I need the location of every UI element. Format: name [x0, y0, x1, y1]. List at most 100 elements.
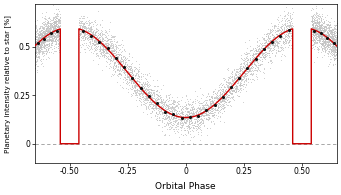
Point: [282, 38, 287, 42]
Point: [210, 101, 215, 104]
Point: [219, 98, 225, 101]
Point: [100, 41, 106, 44]
Point: [40, 39, 46, 42]
Point: [153, 105, 159, 108]
Point: [151, 92, 156, 95]
Point: [88, 26, 94, 29]
Point: [168, 112, 173, 115]
Point: [248, 54, 253, 57]
Point: [122, 76, 127, 79]
Point: [248, 62, 253, 65]
Point: [256, 54, 261, 57]
Point: [94, 42, 100, 45]
Point: [55, 13, 60, 16]
Point: [324, 42, 329, 45]
Point: [93, 55, 99, 58]
Point: [78, 31, 84, 34]
Point: [253, 59, 259, 62]
Point: [247, 78, 252, 81]
Point: [324, 45, 330, 48]
Point: [98, 49, 103, 52]
Point: [104, 43, 110, 46]
Point: [334, 39, 339, 42]
Point: [129, 93, 135, 97]
Point: [255, 52, 261, 55]
Point: [95, 44, 101, 47]
Point: [110, 67, 116, 70]
Point: [325, 36, 330, 39]
Point: [34, 42, 40, 45]
Point: [38, 26, 43, 29]
Point: [273, 30, 278, 33]
Point: [331, 47, 336, 50]
Point: [228, 105, 234, 108]
Point: [179, 105, 184, 108]
Point: [105, 47, 110, 50]
Point: [279, 52, 284, 56]
Point: [206, 116, 211, 119]
Point: [217, 119, 223, 122]
Point: [175, 121, 180, 124]
Point: [239, 67, 244, 70]
Point: [52, 35, 57, 39]
Point: [266, 32, 271, 35]
Point: [269, 51, 275, 54]
Point: [170, 116, 175, 119]
Point: [239, 68, 245, 71]
Point: [275, 41, 280, 44]
Point: [182, 120, 187, 123]
Point: [104, 60, 109, 63]
Point: [212, 91, 218, 94]
Point: [105, 52, 110, 55]
Point: [224, 98, 230, 101]
Point: [325, 44, 331, 47]
Point: [242, 59, 248, 62]
Point: [235, 82, 240, 85]
Point: [254, 63, 259, 66]
Point: [57, 40, 62, 43]
Point: [127, 79, 132, 82]
Point: [226, 79, 231, 82]
Point: [33, 35, 39, 39]
Point: [142, 85, 147, 88]
Point: [195, 94, 200, 97]
Point: [324, 35, 329, 38]
Point: [264, 50, 269, 53]
Point: [92, 48, 98, 51]
Point: [186, 125, 192, 129]
Point: [55, 35, 60, 39]
Point: [110, 49, 115, 52]
Point: [314, 28, 320, 31]
Point: [147, 100, 152, 103]
Point: [313, 30, 319, 33]
Point: [49, 31, 55, 34]
Point: [123, 78, 129, 81]
Point: [212, 95, 217, 98]
Point: [53, 38, 58, 41]
Point: [117, 83, 123, 86]
Point: [38, 39, 43, 43]
Point: [126, 78, 132, 81]
Point: [207, 104, 212, 107]
Point: [231, 86, 236, 89]
Point: [232, 75, 237, 78]
Point: [218, 91, 223, 95]
Point: [127, 54, 132, 57]
Point: [322, 49, 327, 52]
Point: [287, 23, 293, 26]
Point: [38, 38, 44, 41]
Point: [332, 34, 338, 37]
Point: [46, 17, 51, 20]
Point: [56, 35, 61, 38]
Point: [136, 63, 142, 66]
Point: [332, 45, 338, 48]
Point: [168, 127, 174, 130]
Point: [53, 37, 59, 40]
Point: [43, 51, 49, 54]
Point: [176, 121, 181, 124]
Point: [225, 84, 231, 87]
Point: [125, 59, 131, 62]
Point: [54, 37, 59, 41]
Point: [270, 44, 276, 47]
Point: [206, 108, 211, 111]
